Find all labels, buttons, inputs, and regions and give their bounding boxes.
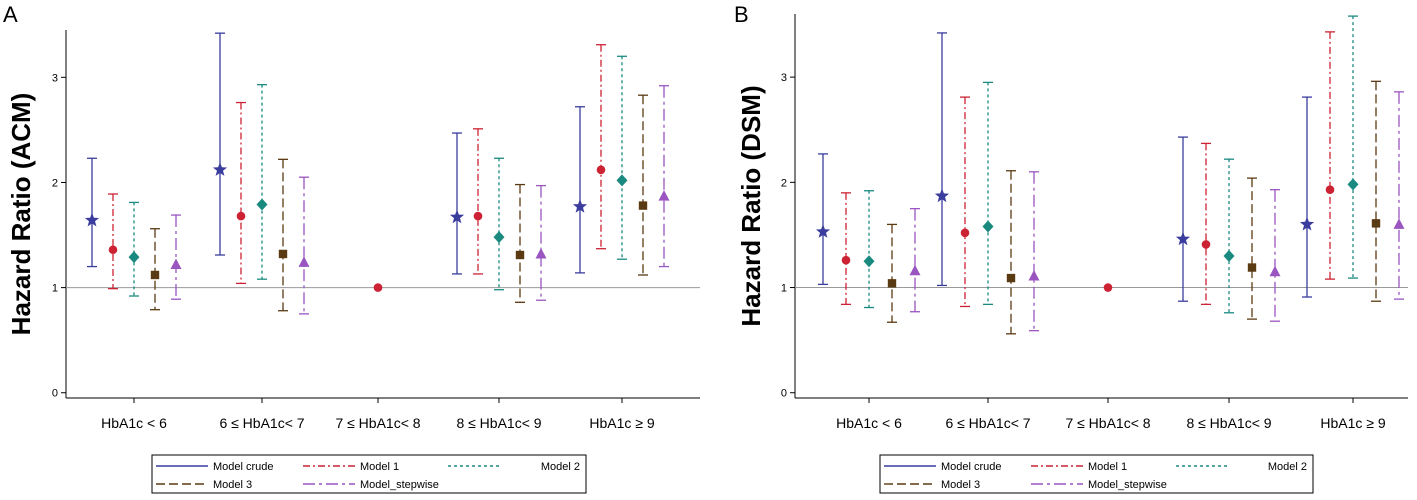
reference-category-point — [373, 283, 383, 292]
x-tick-label: 6 ≤ HbA1c< 7 — [219, 415, 304, 431]
hazard-ratio-point — [1325, 185, 1335, 194]
hazard-ratio-point — [596, 165, 606, 175]
hazard-ratio-point — [535, 247, 547, 259]
x-tick-label: HbA1c ≥ 9 — [589, 415, 654, 431]
hazard-ratio-point — [934, 188, 950, 203]
y-tick-label: 1 — [781, 283, 787, 295]
series-model-stepwise — [909, 91, 1405, 332]
legend-label: Model 2 — [541, 461, 580, 473]
legend: Model crude Model 1 Model 2 Model 3 Model_st… — [151, 454, 587, 494]
legend-label: Model 3 — [941, 479, 980, 491]
series-model-2 — [863, 15, 1359, 314]
hazard-ratio-point — [863, 255, 875, 268]
x-tick-label: 8 ≤ HbA1c< 9 — [1186, 415, 1271, 431]
hazard-ratio-point — [982, 220, 994, 233]
hazard-ratio-point — [1028, 269, 1040, 281]
y-tick-label: 2 — [52, 177, 58, 189]
panel-letter: A — [3, 2, 18, 27]
legend-label: Model crude — [941, 461, 1002, 473]
hazard-ratio-point — [815, 224, 831, 238]
x-tick-label: 8 ≤ HbA1c< 9 — [456, 415, 541, 431]
x-tick-label: 7 ≤ HbA1c< 8 — [335, 415, 420, 431]
hazard-ratio-point — [449, 209, 465, 224]
hazard-ratio-point — [1175, 231, 1191, 246]
hazard-ratio-point — [212, 162, 228, 176]
y-tick-label: 0 — [781, 388, 787, 400]
series-model-2 — [128, 55, 628, 297]
hazard-ratio-point — [1006, 273, 1016, 283]
hazard-ratio-point — [1347, 178, 1359, 191]
legend-label: Model 1 — [1088, 461, 1127, 473]
hazard-ratio-point — [960, 228, 970, 238]
y-tick-label: 1 — [52, 283, 58, 295]
legend-label: Model 2 — [1268, 461, 1307, 473]
hazard-ratio-point — [473, 211, 483, 221]
series-model-1 — [108, 44, 606, 290]
legend: Model crude Model 1 Model 2 Model 3 Model_st… — [879, 454, 1314, 494]
legend-label: Model 3 — [213, 479, 252, 491]
series-model-3 — [887, 80, 1381, 335]
y-tick-label: 3 — [52, 72, 58, 84]
hazard-ratio-point — [1269, 265, 1281, 277]
hazard-ratio-point — [108, 245, 118, 255]
x-tick-label: HbA1c < 6 — [836, 415, 902, 431]
hazard-ratio-point — [1371, 219, 1381, 228]
legend-label: Model_stepwise — [1088, 479, 1167, 491]
hazard-ratio-point — [256, 198, 268, 211]
hazard-ratio-point — [1247, 263, 1257, 272]
y-tick-label: 2 — [781, 177, 787, 189]
series-model-stepwise — [170, 85, 670, 315]
x-tick-label: 6 ≤ HbA1c< 7 — [945, 415, 1030, 431]
hazard-ratio-point — [887, 279, 897, 288]
y-tick-label: 0 — [52, 388, 58, 400]
hazard-ratio-point — [170, 258, 182, 269]
hazard-ratio-point — [1223, 249, 1235, 262]
hazard-ratio-point — [616, 174, 628, 187]
hazard-ratio-point — [638, 201, 648, 210]
hazard-ratio-point — [128, 251, 140, 264]
hazard-ratio-point — [658, 190, 670, 201]
reference-category-point — [1103, 283, 1113, 292]
hazard-ratio-point — [1299, 216, 1315, 231]
y-axis-label: Hazard Ratio (DSM) — [736, 85, 766, 326]
x-tick-label: 7 ≤ HbA1c< 8 — [1065, 415, 1150, 431]
panel-letter: B — [734, 2, 749, 27]
hazard-ratio-point — [236, 211, 246, 221]
series-model-crude — [84, 32, 588, 275]
legend-box — [879, 454, 1314, 494]
hazard-ratio-point — [493, 231, 505, 244]
legend-label: Model_stepwise — [360, 479, 439, 491]
legend-label: Model 1 — [360, 461, 399, 473]
hazard-ratio-point — [515, 250, 525, 260]
series-model-crude — [815, 32, 1315, 302]
hazard-ratio-point — [150, 270, 160, 280]
panel-a: A Hazard Ratio (ACM) 0 1 2 3 HbA1c < 6 6 ≤ HbA1… — [3, 2, 700, 494]
panel-b: B Hazard Ratio (DSM) 0 1 2 3 HbA1c < 6 6 ≤ HbA1… — [734, 2, 1408, 494]
x-tick-label: HbA1c ≥ 9 — [1320, 415, 1385, 431]
series-model-1 — [841, 31, 1335, 308]
series-model-3 — [150, 94, 648, 312]
hazard-ratio-point — [84, 212, 100, 227]
hazard-ratio-point — [841, 255, 851, 265]
hazard-ratio-point — [1201, 240, 1211, 249]
legend-box — [151, 454, 587, 494]
hazard-ratio-point — [572, 199, 588, 213]
hazard-ratio-point — [278, 249, 288, 259]
hazard-ratio-point — [909, 264, 921, 276]
y-axis-label: Hazard Ratio (ACM) — [6, 93, 36, 336]
legend-label: Model crude — [213, 461, 274, 473]
y-tick-label: 3 — [781, 72, 787, 84]
hazard-ratio-point — [1393, 218, 1405, 229]
x-tick-label: HbA1c < 6 — [101, 415, 167, 431]
hazard-ratio-point — [298, 256, 310, 267]
